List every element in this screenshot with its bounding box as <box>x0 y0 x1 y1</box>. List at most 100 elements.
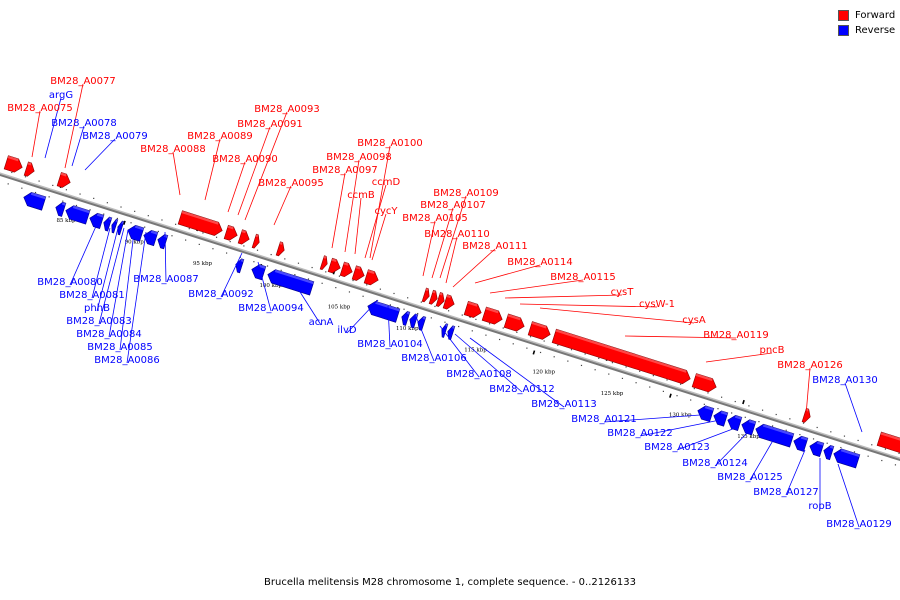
minor-dot <box>171 235 173 237</box>
reverse-gene <box>823 445 835 461</box>
forward-gene <box>177 210 223 236</box>
forward-gene <box>428 289 438 305</box>
reverse-gene <box>447 325 456 341</box>
tick-label: 85 kbp <box>56 218 76 224</box>
forward-label: BM28_A0109 <box>433 188 499 199</box>
reverse-gene-body <box>727 414 743 431</box>
minor-dot <box>366 284 368 286</box>
forward-label-leader <box>354 197 362 255</box>
forward-gene-shine <box>181 210 219 225</box>
minor-dot <box>652 375 654 377</box>
chromosome-backbone <box>0 172 900 462</box>
reverse-gene-shine <box>72 205 90 214</box>
minor-dot <box>693 387 695 390</box>
forward-gene <box>363 269 379 286</box>
forward-gene-shine <box>485 306 499 314</box>
forward-label-leader <box>244 111 288 221</box>
reverse-label-leader <box>257 261 272 312</box>
forward-gene-shine <box>323 255 327 259</box>
forward-gene <box>421 287 430 303</box>
forward-gene <box>275 241 285 257</box>
minor-dot <box>512 343 514 345</box>
forward-gene-body <box>428 289 438 305</box>
forward-gene <box>327 257 341 274</box>
minor-dot <box>38 180 40 182</box>
reverse-label-leader <box>91 227 111 299</box>
reverse-gene <box>833 448 861 469</box>
gene-features <box>3 155 900 469</box>
minor-dot <box>157 230 159 233</box>
legend: Forward Reverse <box>838 8 895 38</box>
forward-label: BM28_A0098 <box>326 152 392 163</box>
minor-dot <box>161 219 163 221</box>
minor-dot <box>717 408 719 410</box>
forward-gene <box>876 431 900 454</box>
reverse-gene <box>157 234 169 250</box>
minor-dot <box>898 452 900 455</box>
minor-dot <box>448 310 450 312</box>
forward-gene-body <box>237 229 250 245</box>
forward-label-leader <box>237 126 271 216</box>
forward-label: BM28_A0100 <box>357 138 423 149</box>
forward-gene-body <box>503 313 525 332</box>
reverse-label-leader <box>469 337 565 408</box>
forward-label: BM28_A0111 <box>462 241 528 252</box>
forward-label: ccmB <box>347 190 375 201</box>
reverse-label-leader <box>69 223 98 286</box>
forward-gene-shine <box>425 287 429 291</box>
minor-dot <box>7 183 9 185</box>
forward-label-leader <box>364 184 387 259</box>
reverse-label: BM28_A0085 <box>87 342 153 353</box>
forward-gene <box>435 292 445 307</box>
forward-gene-shine <box>355 265 361 270</box>
reverse-gene-body <box>143 230 159 247</box>
forward-label-leader <box>31 110 41 158</box>
forward-gene-shine <box>467 301 478 307</box>
forward-gene-body <box>339 261 353 278</box>
minor-dot <box>325 271 327 273</box>
forward-gene-shine <box>507 313 521 321</box>
reverse-gene-shine <box>274 269 314 285</box>
minor-dot <box>434 305 436 308</box>
reverse-gene <box>697 405 715 423</box>
reverse-label: phhB <box>84 303 110 314</box>
minor-dot <box>598 357 600 359</box>
forward-label-leader <box>273 185 292 226</box>
reverse-gene-shine <box>240 258 244 262</box>
minor-dot <box>707 392 709 394</box>
reverse-label: BM28_A0130 <box>812 375 878 386</box>
reverse-gene-body <box>741 419 757 436</box>
minor-dot <box>362 295 364 297</box>
tick-label: 100 kbp <box>259 283 282 289</box>
minor-dot <box>761 409 764 411</box>
minor-dot <box>580 364 583 367</box>
minor-dot <box>215 236 218 238</box>
forward-gene-shine <box>331 258 337 262</box>
minor-dot <box>529 336 532 338</box>
forward-label: BM28_A0091 <box>237 119 303 130</box>
minor-dot <box>103 213 105 215</box>
reverse-label: ropB <box>808 501 831 512</box>
minor-dot <box>294 274 296 276</box>
major-tick <box>532 350 536 355</box>
minor-dot <box>703 403 705 405</box>
minor-dot <box>526 347 528 349</box>
minor-dot <box>62 200 64 202</box>
minor-dot <box>748 405 750 407</box>
forward-label: BM28_A0089 <box>187 131 253 142</box>
forward-gene-body <box>691 373 717 393</box>
reverse-gene <box>117 220 125 236</box>
minor-dot <box>229 241 231 243</box>
forward-gene-body <box>527 321 551 340</box>
forward-gene <box>463 300 482 318</box>
forward-label-leader <box>64 83 84 169</box>
reverse-gene <box>367 300 401 323</box>
minor-dot <box>666 379 668 381</box>
reverse-gene-body <box>417 316 427 331</box>
forward-gene <box>319 255 328 271</box>
minor-dot <box>175 223 177 225</box>
minor-dot <box>853 451 856 453</box>
reverse-label: BM28_A0125 <box>717 472 783 483</box>
forward-gene-body <box>421 287 430 303</box>
minor-dot <box>202 232 204 234</box>
